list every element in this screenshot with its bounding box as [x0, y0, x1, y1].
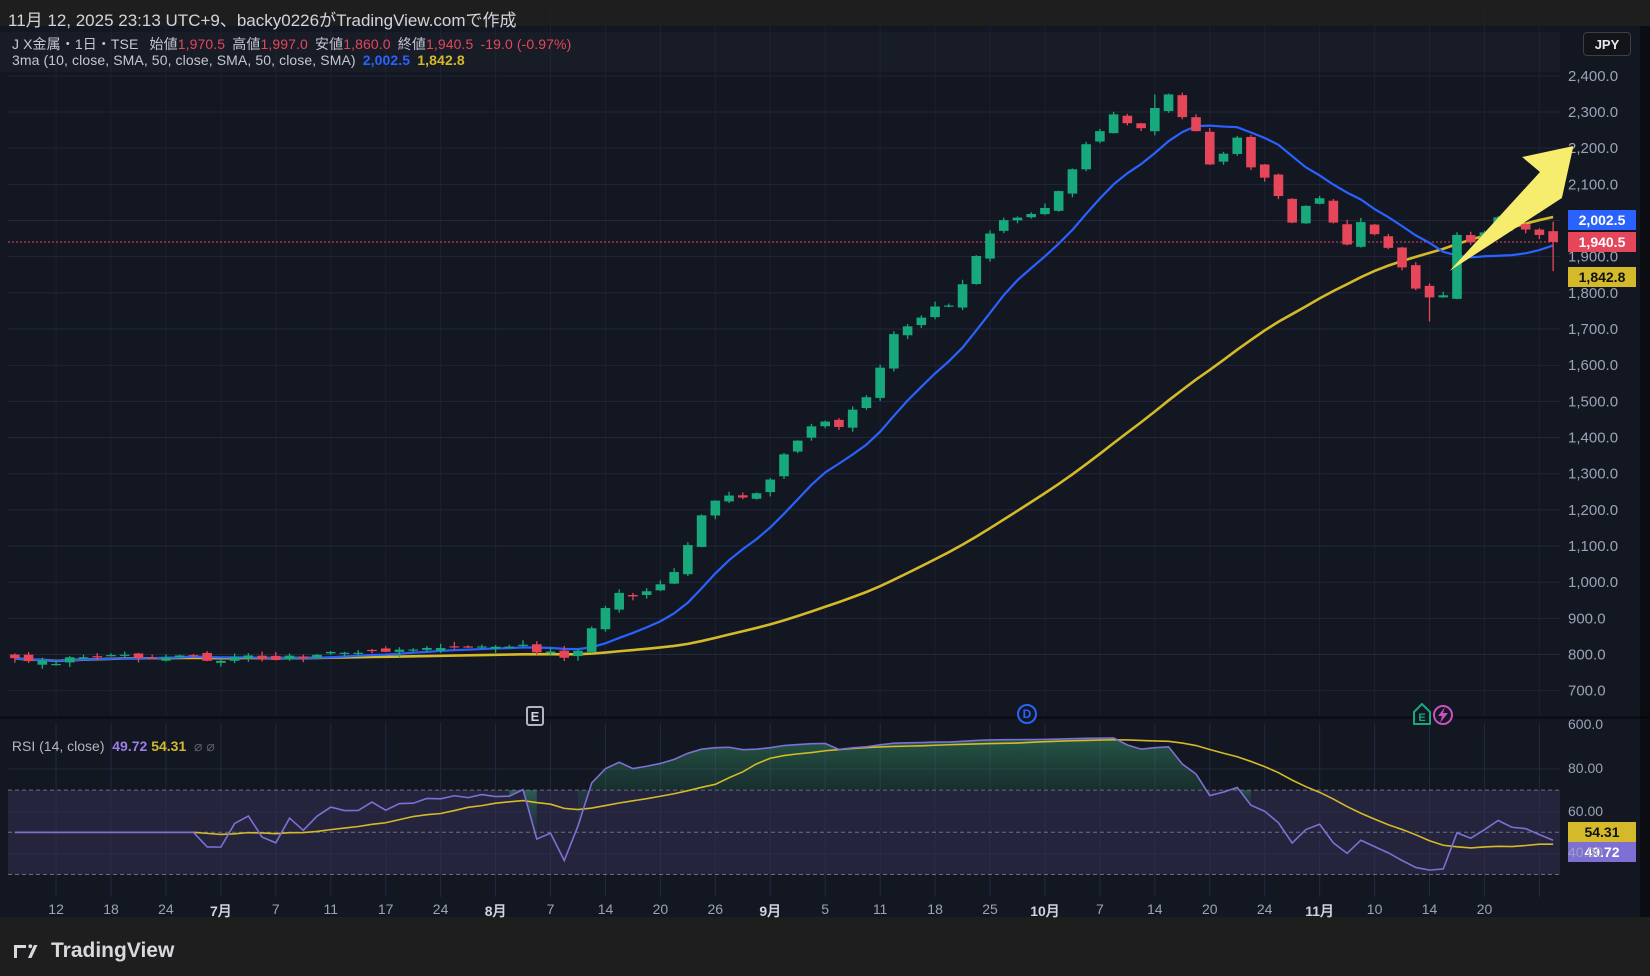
svg-text:2,200.0: 2,200.0	[1568, 140, 1618, 157]
svg-text:1,600.0: 1,600.0	[1568, 357, 1618, 374]
svg-text:2,400.0: 2,400.0	[1568, 68, 1618, 85]
svg-text:1,100.0: 1,100.0	[1568, 538, 1618, 555]
svg-text:1,700.0: 1,700.0	[1568, 321, 1618, 338]
svg-text:E: E	[1418, 712, 1425, 724]
svg-text:1,400.0: 1,400.0	[1568, 430, 1618, 447]
svg-text:2,100.0: 2,100.0	[1568, 176, 1618, 193]
svg-text:1,500.0: 1,500.0	[1568, 393, 1618, 410]
svg-text:900.0: 900.0	[1568, 610, 1606, 627]
svg-text:2,300.0: 2,300.0	[1568, 104, 1618, 121]
svg-text:700.0: 700.0	[1568, 683, 1606, 700]
svg-text:1,800.0: 1,800.0	[1568, 285, 1618, 302]
svg-text:800.0: 800.0	[1568, 647, 1606, 664]
svg-text:1,300.0: 1,300.0	[1568, 466, 1618, 483]
svg-text:1,200.0: 1,200.0	[1568, 502, 1618, 519]
svg-text:1,000.0: 1,000.0	[1568, 574, 1618, 591]
